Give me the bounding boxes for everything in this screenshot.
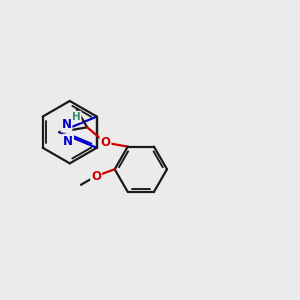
Text: N: N (63, 135, 73, 148)
Text: H: H (72, 112, 81, 122)
Text: O: O (91, 169, 101, 182)
Text: O: O (100, 136, 110, 149)
Text: N: N (61, 118, 71, 131)
